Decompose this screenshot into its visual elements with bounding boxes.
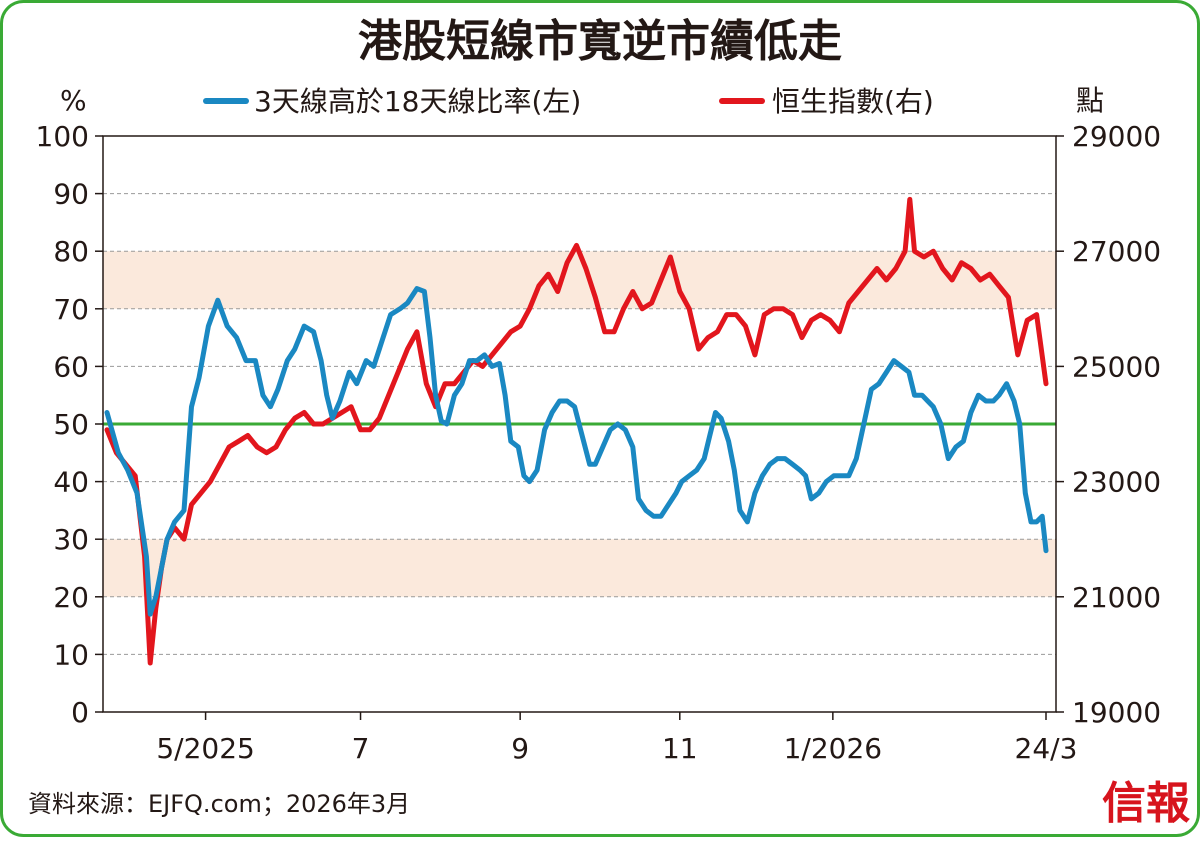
right-tick-label: 25000 (1072, 350, 1161, 383)
left-tick-label: 40 (53, 466, 89, 499)
legend-label-hsi: 恒生指數(右) (772, 85, 934, 118)
left-tick-label: 0 (71, 696, 89, 729)
chart-title: 港股短線市寬逆市續低走 (358, 16, 842, 67)
shaded-band-0 (103, 539, 1056, 597)
source-note: 資料來源：EJFQ.com；2026年3月 (28, 790, 410, 818)
legend: 3天線高於18天線比率(左) 恒生指數(右) (203, 85, 934, 118)
x-tick-label: 9 (511, 732, 529, 765)
left-tick-label: 10 (53, 638, 89, 671)
x-tick-label: 1/2026 (784, 732, 883, 765)
right-axis-unit: 點 (1076, 84, 1104, 117)
right-tick-label: 21000 (1072, 581, 1161, 614)
brand-logo: 信報 (1102, 778, 1190, 829)
x-axis-ticks: 5/2025 7 9 11 1/2026 24/3 (156, 712, 1077, 765)
left-tick-label: 70 (53, 293, 89, 326)
left-axis-ticks: 0 10 20 30 40 50 60 70 80 90 100 (36, 120, 103, 729)
left-tick-label: 60 (53, 350, 89, 383)
left-tick-label: 20 (53, 581, 89, 614)
right-tick-label: 19000 (1072, 696, 1161, 729)
x-tick-label: 5/2025 (156, 732, 255, 765)
series-line-breadth (104, 286, 1049, 617)
left-tick-label: 80 (53, 235, 89, 268)
left-tick-label: 100 (36, 120, 89, 153)
left-tick-label: 90 (53, 178, 89, 211)
right-axis-ticks: 19000 21000 23000 25000 27000 29000 (1056, 120, 1161, 729)
left-tick-label: 30 (53, 523, 89, 556)
right-tick-label: 27000 (1072, 235, 1161, 268)
x-tick-label: 24/3 (1015, 732, 1078, 765)
x-tick-label: 7 (352, 732, 370, 765)
left-tick-label: 50 (53, 408, 89, 441)
series-line-hsi (104, 196, 1049, 666)
right-tick-label: 23000 (1072, 466, 1161, 499)
series-breadth-group (104, 286, 1049, 617)
left-axis-unit: % (60, 84, 87, 117)
legend-label-breadth: 3天線高於18天線比率(左) (254, 85, 581, 118)
series-hsi-group (104, 196, 1049, 666)
shaded-band-1 (103, 251, 1056, 309)
x-tick-label: 11 (662, 732, 698, 765)
right-tick-label: 29000 (1072, 120, 1161, 153)
